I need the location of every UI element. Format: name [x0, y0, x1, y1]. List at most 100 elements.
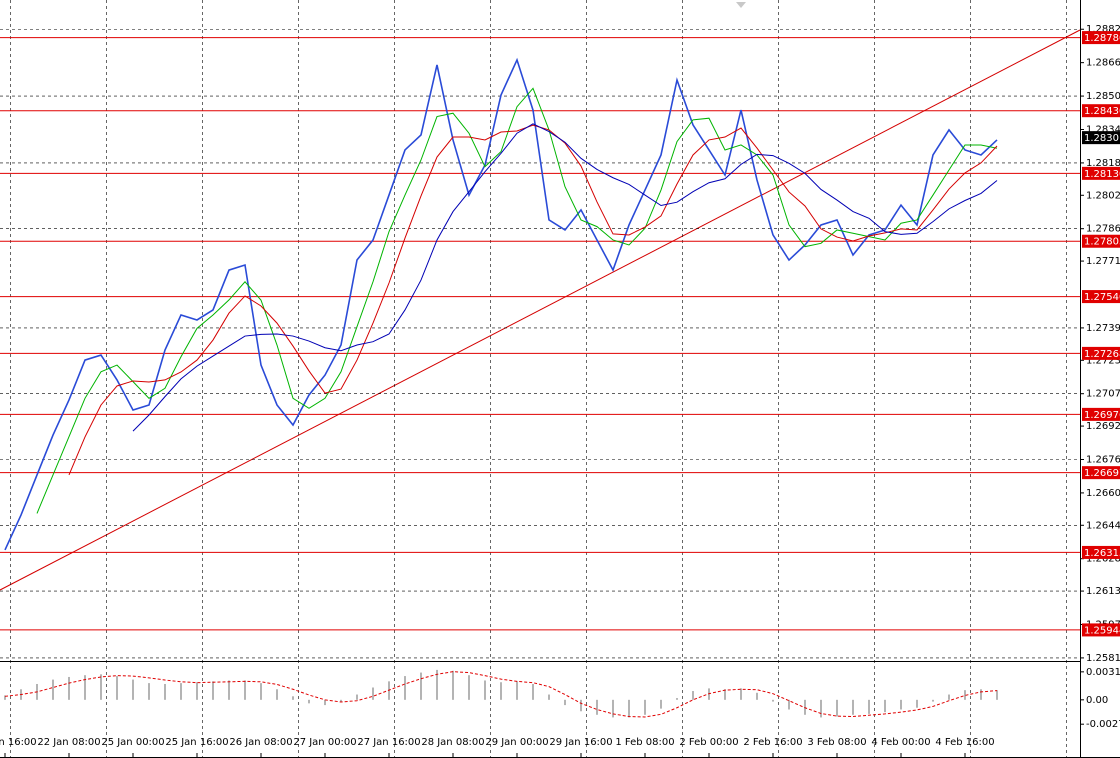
histogram-bar [68, 676, 70, 700]
histogram-bar [516, 681, 518, 700]
level-label: 1.26976 [1084, 410, 1120, 421]
histogram-bar [756, 692, 758, 700]
x-tick-label: 3 Feb 08:00 [807, 737, 866, 748]
level-label-box [1082, 466, 1120, 480]
histogram-bar [356, 694, 358, 700]
level-label: 1.27268 [1084, 349, 1120, 360]
histogram-bar [452, 670, 454, 700]
level-label-box [1082, 166, 1120, 180]
x-tick-label: 2 Feb 16:00 [743, 737, 802, 748]
histogram-bar [436, 669, 438, 700]
histogram-bar [244, 680, 246, 700]
level-label: 1.25944 [1084, 625, 1120, 636]
x-tick-label: 4 Feb 16:00 [935, 737, 994, 748]
current-price-label: 1.28301 [1084, 133, 1120, 144]
histogram-bar [292, 696, 294, 700]
histogram-bar [788, 699, 790, 710]
shift-marker [736, 2, 746, 8]
histogram-bar [132, 679, 134, 700]
y-tick-label: 1.26760 [1086, 454, 1120, 465]
level-label: 1.26697 [1084, 468, 1120, 479]
histogram-bar [740, 688, 742, 700]
histogram-bar [324, 699, 326, 706]
histogram-bar [964, 690, 966, 700]
series-line [68, 124, 998, 476]
level-label: 1.27540 [1084, 292, 1120, 303]
histogram-bar [996, 690, 998, 700]
y-tick-label: 1.27390 [1086, 323, 1120, 334]
level-label: 1.28780 [1084, 33, 1120, 44]
signal-line [4, 671, 998, 718]
series-line [132, 123, 998, 432]
histogram-bar [676, 698, 678, 700]
y-tick-label: 1.26600 [1086, 488, 1120, 499]
histogram-bar [820, 699, 822, 718]
x-tick-label: 29 Jan 00:00 [485, 737, 548, 748]
histogram-bar [276, 689, 278, 700]
y-tick-label: 1.28820 [1086, 24, 1120, 35]
histogram-bar [164, 683, 166, 700]
trend-line [0, 29, 1081, 591]
x-tick-label: 29 Jan 16:00 [549, 737, 612, 748]
x-tick-label: 1 Feb 08:00 [615, 737, 674, 748]
histogram-bar [900, 699, 902, 710]
histogram-bar [692, 691, 694, 700]
histogram-bar [420, 672, 422, 700]
histogram-bar [116, 676, 118, 700]
y-tick-label: 1.27235 [1086, 355, 1120, 366]
level-label: 1.27805 [1084, 237, 1120, 248]
level-label-box [1082, 104, 1120, 118]
series-line [4, 57, 998, 551]
y-tick-label: 1.28025 [1086, 190, 1120, 201]
histogram-bar [948, 694, 950, 700]
histogram-bar [644, 699, 646, 715]
y-tick-label: 1.28340 [1086, 124, 1120, 135]
histogram-bar [724, 689, 726, 700]
level-label-box [1082, 545, 1120, 559]
level-label-box [1082, 31, 1120, 45]
histogram-bar [308, 699, 310, 704]
histogram-bar [532, 683, 534, 700]
histogram-bar [100, 674, 102, 700]
x-tick-label: 27 Jan 16:00 [357, 737, 420, 748]
histogram-bar [84, 675, 86, 700]
level-label: 1.28430 [1084, 106, 1120, 117]
histogram-bar [868, 699, 870, 714]
x-tick-label: 25 Jan 16:00 [165, 737, 228, 748]
y-tick-label: 0.00 [1086, 695, 1108, 706]
y-tick-label: 1.28180 [1086, 158, 1120, 169]
level-label: 1.28130 [1084, 169, 1120, 180]
x-tick-label: 27 Jan 00:00 [293, 737, 356, 748]
histogram-bar [612, 699, 614, 718]
x-tick-label: 4 Feb 00:00 [871, 737, 930, 748]
y-tick-label: 1.28660 [1086, 58, 1120, 69]
y-tick-label: 1.26130 [1086, 586, 1120, 597]
level-label-box [1082, 290, 1120, 304]
y-tick-label: 1.27710 [1086, 256, 1120, 267]
histogram-bar [772, 699, 774, 702]
current-price-box [1082, 131, 1120, 145]
y-tick-label: 1.26445 [1086, 520, 1120, 531]
histogram-bar [852, 699, 854, 715]
histogram-bar [980, 689, 982, 700]
histogram-bar [404, 676, 406, 700]
histogram-bar [212, 681, 214, 700]
y-tick-label: 1.28500 [1086, 91, 1120, 102]
y-tick-label: -0.00277 [1086, 719, 1120, 730]
y-tick-label: 1.25810 [1086, 653, 1120, 664]
x-tick-label: 21 Jan 16:00 [0, 737, 37, 748]
y-tick-label: 1.26285 [1086, 554, 1120, 565]
histogram-bar [196, 682, 198, 700]
histogram-bar [52, 679, 54, 700]
histogram-bar [884, 699, 886, 713]
level-label: 1.26315 [1084, 548, 1120, 559]
histogram-bar [932, 699, 934, 702]
histogram-bar [548, 694, 550, 700]
level-label-box [1082, 407, 1120, 421]
histogram-bar [660, 699, 662, 709]
y-tick-label: 1.27865 [1086, 224, 1120, 235]
level-label-box [1082, 623, 1120, 637]
